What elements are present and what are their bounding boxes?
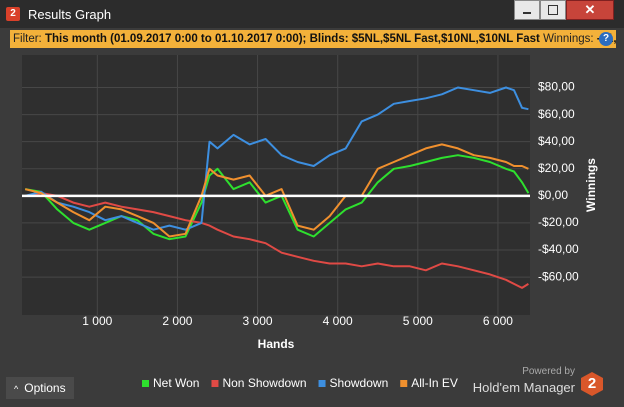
x-tick-label: 4 000 [323, 314, 353, 328]
legend-swatch [211, 380, 219, 387]
filter-text: This month (01.09.2017 0:00 to 01.10.201… [44, 33, 540, 45]
x-tick-label: 3 000 [243, 314, 273, 328]
brand-logo: 2 [581, 372, 603, 396]
y-tick-label: $20,00 [538, 161, 575, 175]
legend-swatch [318, 380, 326, 387]
brand-name: Hold'em Manager [472, 380, 575, 395]
y-axis-title: Winnings [584, 158, 598, 212]
y-tick-label: $0,00 [538, 188, 568, 202]
legend-item: Non Showdown [211, 376, 307, 390]
series-line [24, 143, 529, 238]
x-tick-label: 1 000 [82, 314, 112, 328]
y-tick-label: $60,00 [538, 107, 575, 121]
legend-label: Non Showdown [222, 376, 306, 390]
series-line [25, 192, 529, 289]
help-button[interactable]: ? [599, 32, 613, 46]
close-button[interactable]: ✕ [566, 0, 614, 20]
filter-label: Filter: [13, 33, 42, 45]
legend-item: Showdown [318, 376, 389, 390]
filter-bar: Filter: This month (01.09.2017 0:00 to 0… [10, 30, 616, 48]
y-tick-label: $40,00 [538, 134, 575, 148]
legend-swatch [142, 380, 149, 387]
legend-item: All-In EV [400, 376, 458, 390]
legend-swatch [400, 380, 408, 387]
x-tick-label: 6 000 [483, 314, 513, 328]
legend-label: Showdown [330, 376, 389, 390]
x-tick-label: 2 000 [162, 314, 192, 328]
series-line [25, 154, 530, 241]
window-title: Results Graph [28, 7, 112, 22]
minimize-button[interactable] [514, 0, 540, 20]
x-axis-title: Hands [258, 337, 295, 351]
winnings-label: Winnings: [543, 33, 594, 45]
title-bar: 2 Results Graph ✕ [0, 0, 624, 28]
maximize-button[interactable] [540, 0, 566, 20]
y-tick-label: $80,00 [538, 80, 575, 94]
legend-label: All-In EV [411, 376, 458, 390]
options-label: Options [24, 381, 66, 395]
powered-by: Powered by [522, 366, 575, 377]
x-tick-label: 5 000 [403, 314, 433, 328]
plot-area [22, 55, 530, 315]
options-button[interactable]: ^ Options [6, 377, 74, 399]
app-logo: 2 [6, 7, 20, 21]
y-tick-label: -$60,00 [538, 269, 579, 283]
branding: Powered by Hold'em Manager [470, 366, 575, 395]
y-tick-label: -$20,00 [538, 215, 579, 229]
series-line [24, 86, 529, 231]
y-tick-label: -$40,00 [538, 242, 579, 256]
legend-label: Net Won [153, 376, 199, 390]
legend-item: Net Won [142, 376, 199, 390]
